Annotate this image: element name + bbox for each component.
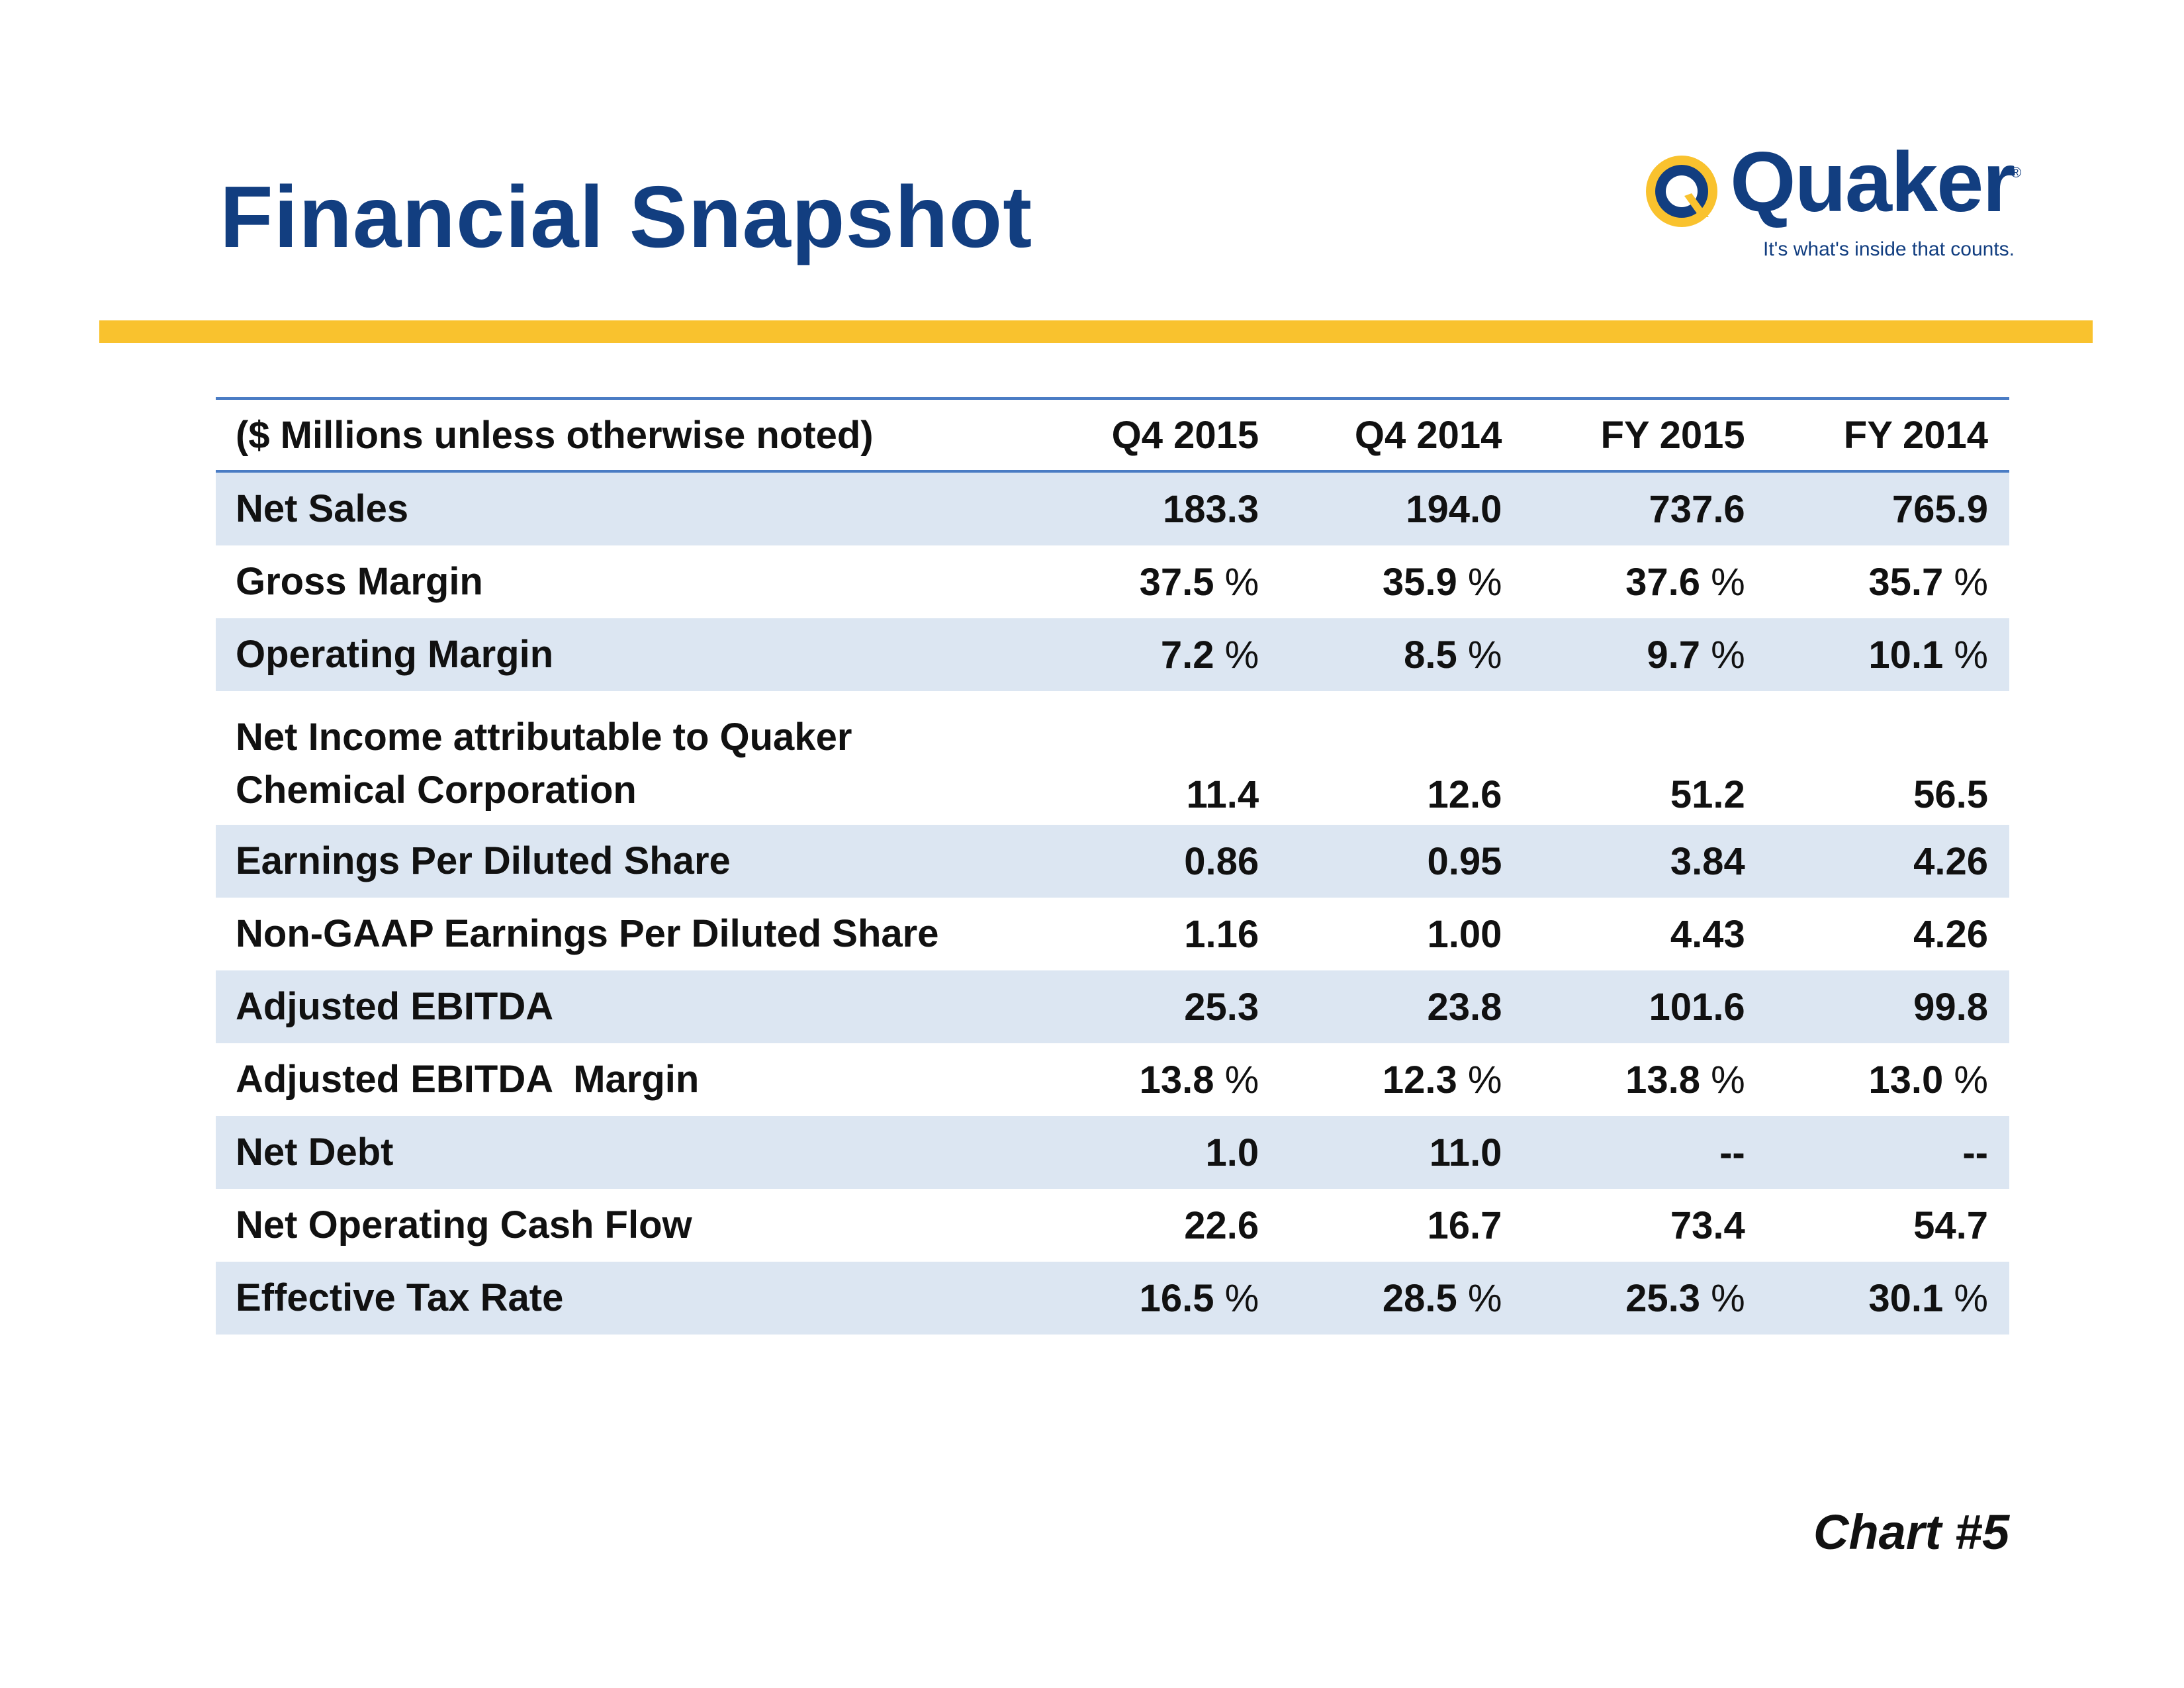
- table-row: Net Debt 1.0 11.0 -- --: [216, 1116, 2009, 1189]
- table-header-row: ($ Millions unless otherwise noted) Q4 2…: [216, 399, 2009, 473]
- row-label: Non-GAAP Earnings Per Diluted Share: [236, 912, 939, 955]
- table-cell: 99.8: [1766, 970, 2009, 1043]
- company-logo: Quaker ® It's what's inside that counts.: [1643, 140, 2026, 269]
- table-row: Effective Tax Rate 16.5 % 28.5 % 25.3 % …: [216, 1262, 2009, 1335]
- table-cell: 9.7 %: [1523, 618, 1766, 691]
- table-cell: 35.7 %: [1868, 560, 1988, 604]
- financial-snapshot-table: ($ Millions unless otherwise noted) Q4 2…: [216, 397, 2009, 1335]
- table-cell: 51.2: [1670, 773, 1745, 816]
- row-label: Net Debt: [216, 1116, 1037, 1189]
- table-cell: 12.6: [1427, 773, 1502, 816]
- table-cell: 25.3 %: [1523, 1262, 1766, 1335]
- table-cell: 30.1 %: [1766, 1262, 2009, 1335]
- logo-wordmark: Quaker: [1730, 135, 2015, 230]
- row-label: Gross Margin: [236, 560, 483, 603]
- table-cell: 1.00: [1427, 912, 1502, 956]
- table-row: Net Sales 183.3 194.0 737.6 765.9: [216, 471, 2009, 545]
- row-label: Net Sales: [216, 471, 1037, 545]
- column-header: Q4 2014: [1280, 399, 1524, 473]
- column-header: Q4 2015: [1036, 399, 1281, 473]
- table-cell: 16.5 %: [1036, 1262, 1281, 1335]
- table-cell: 23.8: [1280, 970, 1524, 1043]
- table-row: Net Income attributable to Quaker Chemica…: [216, 691, 2009, 825]
- table-cell: 37.6 %: [1625, 560, 1745, 604]
- table-cell: 13.8 %: [1625, 1058, 1745, 1102]
- table-cell: 194.0: [1280, 471, 1524, 545]
- row-label: Adjusted EBITDA: [216, 970, 1037, 1043]
- table-cell: 3.84: [1523, 825, 1766, 898]
- logo-tagline: It's what's inside that counts.: [1763, 238, 2015, 260]
- table-cell: 0.95: [1280, 825, 1524, 898]
- row-label: Adjusted EBITDA Margin: [236, 1058, 700, 1101]
- table-cell: 1.0: [1036, 1116, 1281, 1189]
- table-cell: 28.5 %: [1280, 1262, 1524, 1335]
- table-row: Non-GAAP Earnings Per Diluted Share 1.16…: [216, 898, 2009, 970]
- registered-mark: ®: [2011, 164, 2022, 181]
- row-label: Net Income attributable to Quaker Chemica…: [236, 716, 852, 812]
- quaker-q-logo-icon: [1646, 156, 1717, 227]
- table-cell: 22.6: [1184, 1203, 1259, 1247]
- table-header-label: ($ Millions unless otherwise noted): [216, 399, 1037, 473]
- table-cell: 8.5 %: [1280, 618, 1524, 691]
- table-cell: 7.2 %: [1036, 618, 1281, 691]
- table-cell: 4.43: [1670, 912, 1745, 956]
- table-cell: --: [1766, 1116, 2009, 1189]
- table-cell: 37.5 %: [1139, 560, 1259, 604]
- table-cell: 11.0: [1280, 1116, 1524, 1189]
- row-label: Earnings Per Diluted Share: [216, 825, 1037, 898]
- table-cell: 13.0 %: [1868, 1058, 1988, 1102]
- table-cell: 737.6: [1523, 471, 1766, 545]
- table-cell: 101.6: [1523, 970, 1766, 1043]
- title-divider: [99, 320, 2093, 343]
- table-row: Gross Margin 37.5 % 35.9 % 37.6 % 35.7 %: [216, 545, 2009, 618]
- table-row: Net Operating Cash Flow 22.6 16.7 73.4 5…: [216, 1189, 2009, 1262]
- page-title: Financial Snapshot: [220, 168, 1033, 265]
- table-cell: --: [1523, 1116, 1766, 1189]
- table-cell: 12.3 %: [1382, 1058, 1502, 1102]
- table-cell: 13.8 %: [1139, 1058, 1259, 1102]
- table-cell: 0.86: [1036, 825, 1281, 898]
- table-cell: 73.4: [1670, 1203, 1745, 1247]
- table-cell: 11.4: [1186, 773, 1259, 816]
- table-cell: 16.7: [1427, 1203, 1502, 1247]
- table-row: Adjusted EBITDA Margin 13.8 % 12.3 % 13.…: [216, 1043, 2009, 1116]
- table-cell: 10.1 %: [1766, 618, 2009, 691]
- table-row: Earnings Per Diluted Share 0.86 0.95 3.8…: [216, 825, 2009, 898]
- column-header: FY 2015: [1523, 399, 1766, 473]
- table-cell: 54.7: [1913, 1203, 1988, 1247]
- table-cell: 183.3: [1036, 471, 1281, 545]
- table-cell: 35.9 %: [1382, 560, 1502, 604]
- table-cell: 1.16: [1184, 912, 1259, 956]
- column-header: FY 2014: [1766, 399, 2009, 473]
- table-cell: 4.26: [1766, 825, 2009, 898]
- table-cell: 765.9: [1766, 471, 2009, 545]
- table-cell: 4.26: [1913, 912, 1988, 956]
- row-label: Effective Tax Rate: [216, 1262, 1037, 1335]
- row-label: Net Operating Cash Flow: [236, 1203, 692, 1246]
- chart-number-label: Chart #5: [1813, 1505, 2010, 1560]
- row-label: Operating Margin: [216, 618, 1037, 691]
- table-cell: 56.5: [1913, 773, 1988, 816]
- table-row: Adjusted EBITDA 25.3 23.8 101.6 99.8: [216, 970, 2009, 1043]
- table-cell: 25.3: [1036, 970, 1281, 1043]
- table-row: Operating Margin 7.2 % 8.5 % 9.7 % 10.1 …: [216, 618, 2009, 691]
